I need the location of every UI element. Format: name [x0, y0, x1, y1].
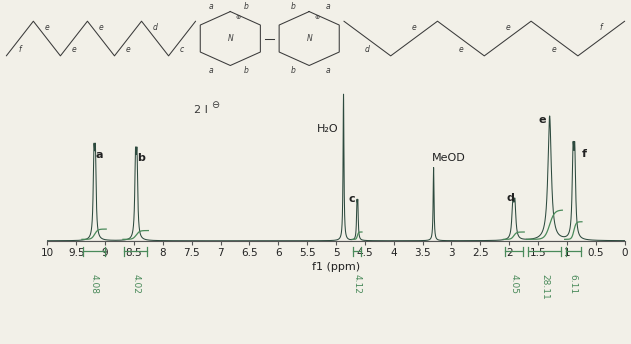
- Text: a: a: [326, 2, 331, 11]
- Text: c: c: [349, 194, 355, 204]
- Text: d: d: [153, 23, 158, 32]
- Text: f: f: [582, 149, 587, 159]
- Text: e: e: [71, 45, 76, 54]
- Text: e: e: [539, 115, 546, 125]
- X-axis label: f1 (ppm): f1 (ppm): [312, 262, 360, 272]
- Text: a: a: [326, 66, 331, 75]
- Text: a: a: [209, 66, 214, 75]
- Text: e: e: [45, 23, 49, 32]
- Text: 4.05: 4.05: [509, 274, 518, 294]
- Text: N: N: [306, 34, 312, 43]
- Text: e: e: [505, 23, 510, 32]
- Text: H₂O: H₂O: [317, 124, 338, 134]
- Text: e: e: [459, 45, 463, 54]
- Text: N: N: [227, 34, 233, 43]
- Text: 2 I: 2 I: [194, 105, 208, 115]
- Text: b: b: [291, 66, 296, 75]
- Text: b: b: [291, 2, 296, 11]
- Text: e: e: [411, 23, 416, 32]
- Text: e: e: [126, 45, 131, 54]
- Text: 4.12: 4.12: [353, 274, 362, 294]
- Text: a: a: [95, 150, 103, 160]
- Text: 4.08: 4.08: [90, 274, 98, 294]
- Text: MeOD: MeOD: [432, 153, 466, 163]
- Text: e: e: [98, 23, 103, 32]
- Text: 6.11: 6.11: [569, 274, 578, 294]
- Text: b: b: [137, 153, 144, 163]
- Text: 28.11: 28.11: [540, 274, 549, 300]
- Text: 4.02: 4.02: [131, 274, 140, 294]
- Text: ⊕: ⊕: [236, 15, 241, 20]
- Text: f: f: [18, 45, 21, 54]
- Text: ⊕: ⊕: [315, 15, 320, 20]
- Text: b: b: [244, 2, 249, 11]
- Text: c: c: [180, 45, 184, 54]
- Text: ⊖: ⊖: [211, 100, 220, 110]
- Text: b: b: [244, 66, 249, 75]
- Text: f: f: [600, 23, 603, 32]
- Text: a: a: [209, 2, 214, 11]
- Text: e: e: [552, 45, 557, 54]
- Text: d: d: [365, 45, 370, 54]
- Text: d: d: [507, 193, 514, 203]
